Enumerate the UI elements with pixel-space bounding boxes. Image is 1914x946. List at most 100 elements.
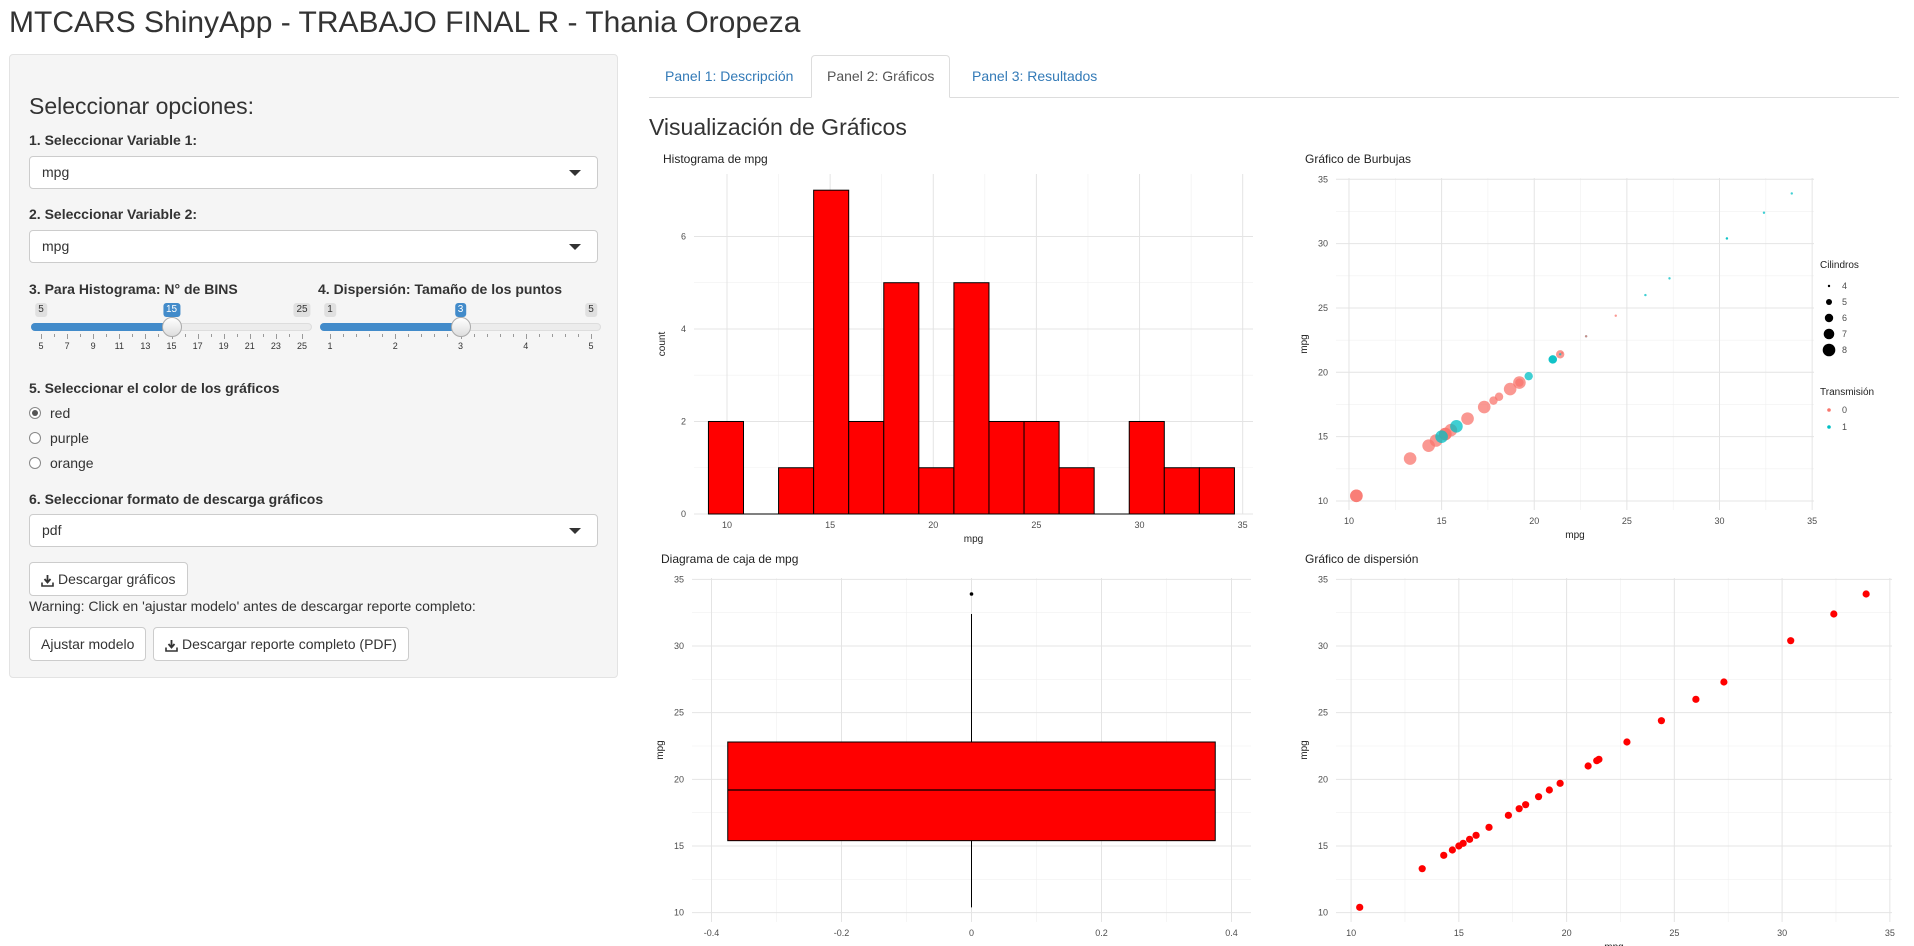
radio-button[interactable] bbox=[29, 457, 41, 469]
legend-size-key bbox=[1822, 343, 1836, 357]
slider-fill bbox=[31, 323, 172, 331]
histogram-bar bbox=[707, 420, 745, 515]
var2-select[interactable]: mpg bbox=[29, 230, 598, 263]
histogram-bar bbox=[1058, 467, 1095, 515]
histogram-bar bbox=[988, 420, 1025, 515]
legend-title-transmission: Transmisión bbox=[1820, 387, 1874, 398]
box-body bbox=[727, 741, 1216, 842]
slider-tick bbox=[249, 334, 251, 339]
sidebar-title: Seleccionar opciones: bbox=[29, 93, 255, 119]
slider-minor-tick bbox=[106, 334, 108, 337]
bubble-point bbox=[1350, 489, 1363, 503]
y-tick-label: 15 bbox=[674, 841, 684, 851]
slider-tick-label: 4 bbox=[523, 341, 529, 351]
fit-model-button[interactable]: Ajustar modelo bbox=[29, 627, 147, 661]
x-axis-label: mpg bbox=[1604, 942, 1623, 946]
color-radio-purple[interactable]: purple bbox=[29, 428, 89, 448]
x-tick-label: 25 bbox=[1669, 928, 1679, 938]
legend-color-key bbox=[1827, 425, 1831, 429]
bubble-point bbox=[1450, 420, 1463, 433]
y-tick-label: 0 bbox=[681, 509, 686, 519]
slider-tick-label: 19 bbox=[218, 341, 229, 351]
legend-size-label: 6 bbox=[1842, 313, 1847, 323]
var1-value: mpg bbox=[42, 164, 70, 180]
boxplot-chart: -0.4 -0.2 0 0.2 0.4 10 15 20 25 30 35 Diagrama de c… bbox=[649, 550, 1269, 946]
slider-minor-tick bbox=[343, 334, 345, 337]
bubble-point bbox=[1489, 396, 1498, 405]
slider-tick-label: 7 bbox=[64, 341, 70, 351]
slider-tick bbox=[395, 334, 397, 339]
tab-panel-3[interactable]: Panel 3: Resultados bbox=[972, 68, 1098, 84]
y-tick-label: 35 bbox=[674, 574, 684, 584]
legend-size-key bbox=[1826, 299, 1832, 305]
scatter-point bbox=[1504, 811, 1513, 819]
scatter-point bbox=[1584, 762, 1592, 770]
x-tick-label: 15 bbox=[825, 520, 835, 530]
legend-size-label: 4 bbox=[1842, 281, 1847, 291]
histogram-bar bbox=[953, 282, 990, 515]
radio-button[interactable] bbox=[29, 407, 41, 419]
bins-slider[interactable]: 5 25 15 5 7 9 11 13 15 17 19 21 23 25 bbox=[31, 303, 312, 358]
slider-minor-tick bbox=[54, 334, 56, 337]
bubble-point bbox=[1725, 237, 1729, 240]
legend-title-cylinders: Cilindros bbox=[1820, 260, 1859, 271]
download-graphs-label: Descargar gráficos bbox=[58, 571, 176, 587]
slider-tick-label: 13 bbox=[140, 341, 151, 351]
y-tick-label: 2 bbox=[681, 416, 686, 426]
slider-tick-label: 2 bbox=[392, 341, 398, 351]
x-tick-label: 30 bbox=[1135, 520, 1145, 530]
slider-min-label: 5 bbox=[35, 303, 47, 317]
y-tick-label: 15 bbox=[1318, 841, 1328, 851]
radio-label: purple bbox=[50, 430, 89, 446]
plot-panel bbox=[1336, 578, 1892, 922]
slider-handle[interactable] bbox=[161, 317, 182, 337]
scatter-point bbox=[1485, 823, 1493, 831]
scatter-point bbox=[1692, 695, 1700, 703]
bubble-point bbox=[1513, 376, 1526, 389]
x-tick-label: 35 bbox=[1238, 520, 1248, 530]
bubble-point bbox=[1558, 353, 1562, 356]
x-tick-label: 35 bbox=[1885, 928, 1895, 938]
legend-size-label: 7 bbox=[1842, 329, 1847, 339]
radio-button[interactable] bbox=[29, 432, 41, 444]
slider-tick-label: 9 bbox=[90, 341, 96, 351]
slider-handle[interactable] bbox=[450, 317, 471, 337]
tab-panel-1[interactable]: Panel 1: Descripción bbox=[665, 68, 794, 84]
slider-tick bbox=[67, 334, 69, 339]
tab-bar: Panel 1: Descripción Panel 2: Gráficos P… bbox=[649, 55, 1899, 98]
slider-tick-label: 5 bbox=[38, 341, 44, 351]
format-value: pdf bbox=[42, 522, 62, 538]
bubble-point bbox=[1477, 400, 1491, 414]
x-tick-label: 0 bbox=[969, 928, 974, 938]
tab-panel-2[interactable]: Panel 2: Gráficos bbox=[811, 55, 951, 98]
pointsize-slider[interactable]: 1 5 3 1 2 3 4 5 bbox=[320, 303, 601, 358]
scatter-point bbox=[1515, 805, 1523, 813]
slider-minor-tick bbox=[512, 334, 514, 337]
warning-text: Warning: Click en 'ajustar modelo' antes… bbox=[29, 598, 476, 614]
box-outlier bbox=[969, 592, 974, 596]
slider-tick-label: 25 bbox=[296, 341, 308, 351]
var1-select[interactable]: mpg bbox=[29, 156, 598, 189]
scatter-point bbox=[1657, 717, 1666, 725]
y-tick-label: 10 bbox=[1318, 908, 1328, 918]
download-report-label: Descargar reporte completo (PDF) bbox=[182, 636, 397, 652]
slider-tick bbox=[330, 334, 331, 339]
slider-minor-tick bbox=[447, 334, 449, 337]
y-axis-label: mpg bbox=[655, 740, 666, 759]
x-tick-label: 30 bbox=[1777, 928, 1787, 938]
format-select[interactable]: pdf bbox=[29, 514, 598, 547]
legend-size-key bbox=[1823, 328, 1835, 340]
var2-value: mpg bbox=[42, 238, 70, 254]
bubble-point bbox=[1644, 293, 1647, 297]
slider-minor-tick bbox=[551, 334, 553, 337]
bubble-point bbox=[1560, 351, 1564, 355]
color-radio-orange[interactable]: orange bbox=[29, 453, 94, 473]
slider-minor-tick bbox=[486, 334, 488, 337]
download-report-button[interactable]: Descargar reporte completo (PDF) bbox=[153, 627, 409, 661]
scatter-point bbox=[1472, 831, 1480, 839]
chart-title: Histograma de mpg bbox=[663, 152, 768, 166]
y-tick-label: 30 bbox=[1318, 641, 1328, 651]
download-graphs-button[interactable]: Descargar gráficos bbox=[29, 562, 188, 596]
color-radio-red[interactable]: red bbox=[29, 403, 70, 423]
